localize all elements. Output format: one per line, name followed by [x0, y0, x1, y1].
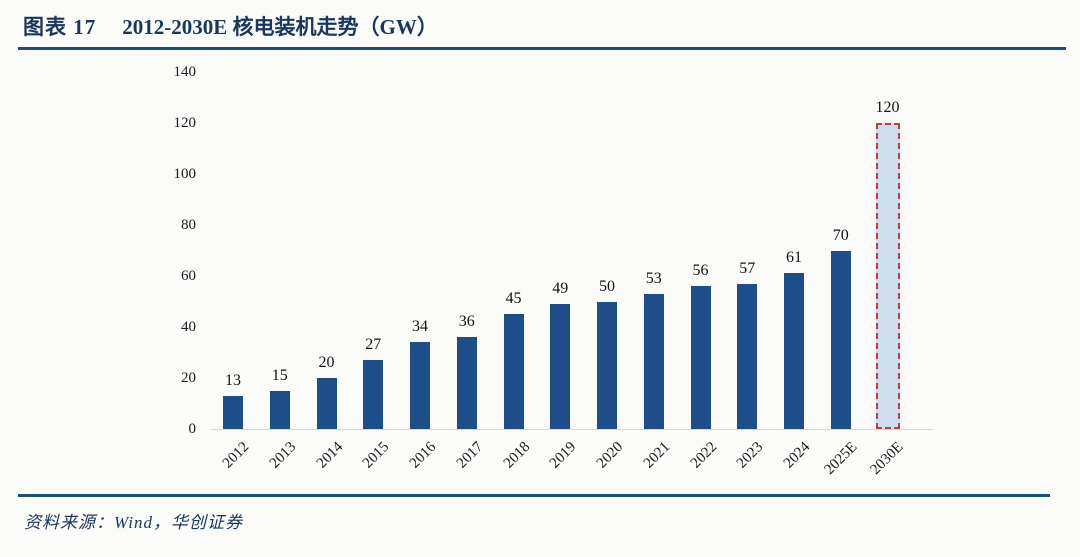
- bar: [363, 360, 384, 429]
- bar: [830, 250, 851, 429]
- x-axis-label: 2030E: [867, 439, 907, 479]
- x-axis-label: 2018: [500, 439, 533, 472]
- bar-value-label: 53: [645, 269, 662, 287]
- y-axis-tick-label: 120: [173, 115, 197, 131]
- x-axis-label: 2015: [360, 439, 393, 472]
- y-axis-tick-label: 80: [181, 217, 196, 233]
- bar: [550, 304, 571, 429]
- figure-title-text: 2012-2030E 核电装机走势（GW）: [122, 15, 438, 39]
- bar-value-label: 120: [875, 99, 900, 116]
- x-axis-label: 2022: [687, 439, 720, 472]
- figure-title: 图表 17 2012-2030E 核电装机走势（GW）: [23, 11, 438, 41]
- bar: [410, 342, 430, 429]
- bar-value-label: 34: [412, 318, 428, 336]
- bar-value-label: 45: [505, 290, 522, 308]
- bar-value-label: 27: [365, 336, 382, 354]
- bar-value-label: 70: [832, 226, 849, 244]
- x-axis-label: 2019: [547, 439, 580, 472]
- bar-value-label: 61: [786, 249, 802, 267]
- x-axis-label: 2025E: [821, 439, 861, 479]
- bar-value-label: 13: [225, 371, 241, 389]
- footer-divider-rule: [18, 494, 1050, 497]
- x-axis-label: 2020: [593, 439, 627, 472]
- bar-value-label: 15: [271, 366, 288, 384]
- y-axis-tick-label: 140: [173, 64, 197, 80]
- bar: [737, 283, 758, 429]
- y-axis-tick-label: 60: [181, 268, 196, 284]
- bar-value-label: 50: [599, 277, 615, 295]
- y-axis-tick-label: 20: [181, 370, 196, 386]
- bar: [456, 337, 477, 429]
- bar: [269, 390, 290, 429]
- bar: [643, 293, 664, 429]
- bar: [784, 273, 804, 429]
- bar-estimate: [875, 123, 900, 429]
- figure-label: 图表 17: [23, 15, 97, 39]
- x-axis-label: 2016: [406, 439, 440, 472]
- x-axis-label: 2017: [453, 439, 487, 472]
- x-axis-label: 2013: [266, 439, 300, 472]
- x-axis-label: 2021: [640, 439, 674, 472]
- title-divider-rule: [18, 47, 1066, 50]
- x-axis-label: 2012: [219, 439, 253, 472]
- bar-value-label: 57: [739, 259, 756, 277]
- x-axis-label: 2014: [313, 439, 346, 472]
- x-axis-label: 2023: [734, 439, 767, 472]
- y-axis-tick-label: 40: [181, 319, 196, 335]
- bar-value-label: 56: [692, 262, 709, 280]
- bar-value-label: 36: [458, 313, 475, 331]
- y-axis-tick-label: 0: [188, 421, 197, 437]
- y-axis-tick-label: 100: [173, 166, 197, 182]
- bar: [597, 301, 617, 429]
- bar-value-label: 49: [552, 280, 569, 298]
- bar: [690, 286, 711, 429]
- bar: [503, 314, 524, 429]
- x-axis-label: 2024: [780, 439, 814, 472]
- x-axis-line: [211, 429, 933, 430]
- bar-value-label: 20: [318, 354, 335, 371]
- source-note: 资料来源：Wind，华创证券: [24, 513, 243, 532]
- bar: [223, 395, 243, 429]
- bar: [316, 378, 337, 429]
